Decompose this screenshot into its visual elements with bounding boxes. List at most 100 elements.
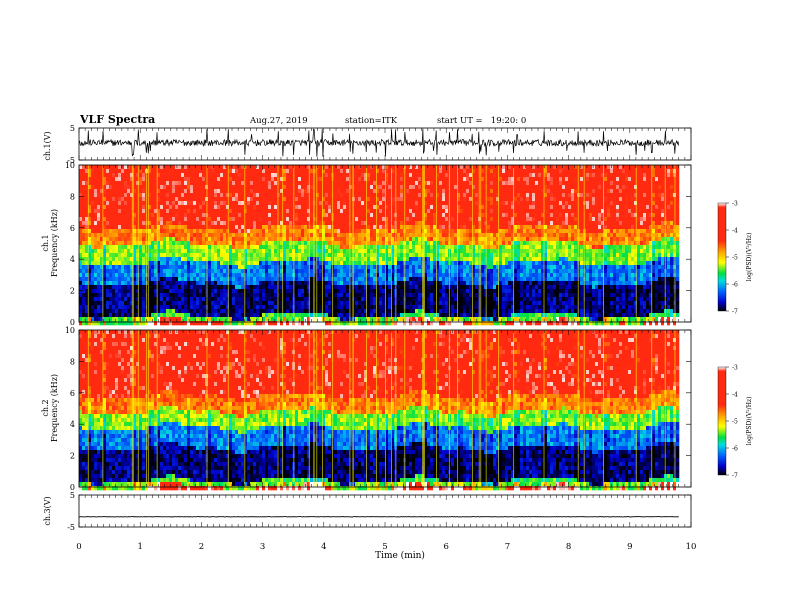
- spectrogram-cell: [337, 165, 341, 170]
- spectrogram-cell: [277, 177, 281, 182]
- spectrogram-cell: [427, 281, 431, 286]
- spectrogram-cell: [283, 241, 287, 246]
- spectrogram-cell: [253, 201, 257, 206]
- spectrogram-cell: [253, 169, 257, 174]
- spectrogram-cell: [196, 181, 200, 186]
- spectrogram-cell: [199, 189, 203, 194]
- spectrogram-cell: [379, 221, 383, 226]
- spectrogram-cell: [241, 257, 245, 262]
- spectrogram-cell: [175, 169, 179, 174]
- spectrogram-cell: [379, 265, 383, 270]
- spectrogram-cell: [442, 173, 446, 178]
- spectrogram-cell: [226, 185, 230, 190]
- spectrogram-cell: [451, 197, 455, 202]
- spectrogram-cell: [184, 261, 188, 266]
- spectrogram-cell: [337, 313, 341, 318]
- spectrogram-cell: [343, 289, 347, 294]
- spectrogram-cell: [94, 229, 98, 234]
- spectrogram-cell: [253, 293, 257, 298]
- spectrogram-cell: [307, 265, 311, 270]
- spectrogram-cell: [208, 233, 212, 238]
- spectrogram-cell: [307, 241, 311, 246]
- spectrogram-cell: [214, 233, 218, 238]
- spectrogram-cell: [229, 193, 233, 198]
- spectrogram-cell: [112, 265, 116, 270]
- spectrogram-cell: [118, 189, 122, 194]
- spectrogram-cell: [157, 253, 161, 258]
- spectrogram-cell: [268, 229, 272, 234]
- spectrogram-cell: [157, 321, 161, 326]
- spectrogram-cell: [307, 181, 311, 186]
- spectrogram-cell: [400, 261, 404, 266]
- spectrogram-cell: [430, 169, 434, 174]
- spectrogram-cell: [112, 209, 116, 214]
- spectrogram-cell: [163, 305, 167, 310]
- spectrogram-cell: [202, 201, 206, 206]
- spectrogram-cell: [265, 317, 269, 322]
- spectrogram-cell: [223, 169, 227, 174]
- spectrogram-cell: [307, 321, 311, 326]
- spectrogram-cell: [259, 193, 263, 198]
- spectrogram-cell: [130, 169, 134, 174]
- spectrogram-cell: [388, 309, 392, 314]
- spectrogram-cell: [304, 221, 308, 226]
- spectrogram-cell: [352, 273, 356, 278]
- spectrogram-cell: [451, 229, 455, 234]
- spectrogram-cell: [94, 305, 98, 310]
- spectrogram-cell: [100, 297, 104, 302]
- spectrogram-cell: [349, 185, 353, 190]
- spectrogram-cell: [283, 193, 287, 198]
- spectrogram-cell: [136, 185, 140, 190]
- spectrogram-cell: [79, 229, 83, 234]
- spectrogram-cell: [88, 261, 92, 266]
- spectrogram-cell: [82, 253, 86, 258]
- spectrogram-cell: [103, 193, 107, 198]
- spectrogram-cell: [340, 181, 344, 186]
- spectrogram-cell: [277, 169, 281, 174]
- spectrogram-cell: [373, 197, 377, 202]
- spectrogram-cell: [238, 185, 242, 190]
- spectrogram-cell: [190, 193, 194, 198]
- spectrogram-cell: [280, 177, 284, 182]
- spectrogram-cell: [367, 165, 371, 170]
- spectrogram-cell: [133, 209, 137, 214]
- spectrogram-cell: [202, 269, 206, 274]
- spectrogram-cell: [277, 225, 281, 230]
- spectrogram-cell: [241, 197, 245, 202]
- spectrogram-cell: [286, 321, 290, 326]
- spectrogram-cell: [316, 305, 320, 310]
- spectrogram-cell: [94, 185, 98, 190]
- spectrogram-cell: [79, 249, 83, 254]
- spectrogram-cell: [166, 237, 170, 242]
- spectrogram-cell: [337, 213, 341, 218]
- spectrogram-cell: [214, 289, 218, 294]
- spectrogram-cell: [436, 281, 440, 286]
- spectrogram-cell: [139, 189, 143, 194]
- spectrogram-cell: [184, 273, 188, 278]
- spectrogram-cell: [142, 281, 146, 286]
- spectrogram-cell: [250, 241, 254, 246]
- spectrogram-cell: [406, 197, 410, 202]
- spectrogram-cell: [274, 297, 278, 302]
- spectrogram-cell: [127, 289, 131, 294]
- spectrogram-cell: [268, 293, 272, 298]
- spectrogram-cell: [256, 169, 260, 174]
- spectrogram-cell: [388, 249, 392, 254]
- spectrogram-cell: [259, 189, 263, 194]
- spectrogram-cell: [304, 189, 308, 194]
- spectrogram-cell: [241, 301, 245, 306]
- spectrogram-cell: [148, 173, 152, 178]
- spectrogram-cell: [121, 277, 125, 282]
- spectrogram-cell: [220, 241, 224, 246]
- spectrogram-cell: [418, 313, 422, 318]
- spectrogram-cell: [238, 273, 242, 278]
- spectrogram-cell: [313, 189, 317, 194]
- spectrogram-cell: [385, 201, 389, 206]
- spectrogram-cell: [364, 165, 368, 170]
- spectrogram-cell: [328, 173, 332, 178]
- spectrogram-cell: [355, 217, 359, 222]
- spectrogram-cell: [397, 297, 401, 302]
- spectrogram-cell: [343, 221, 347, 226]
- spectrogram-cell: [133, 165, 137, 170]
- spectrogram-cell: [445, 177, 449, 182]
